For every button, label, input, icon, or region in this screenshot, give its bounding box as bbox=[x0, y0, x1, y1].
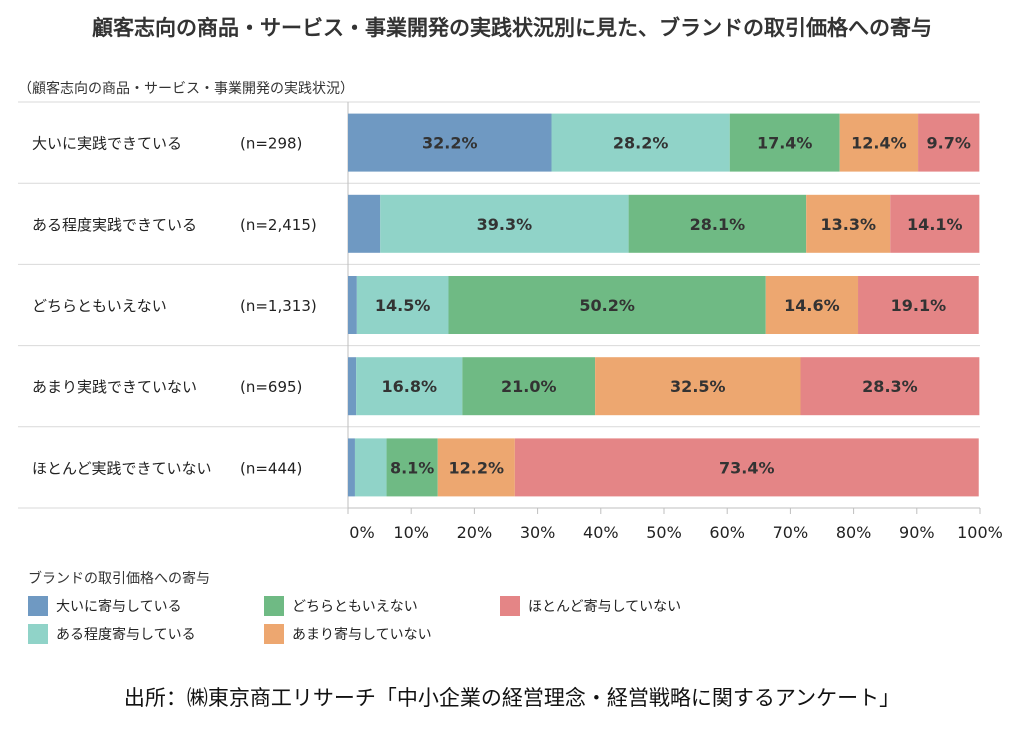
bar-segment bbox=[729, 113, 840, 172]
bar-segment bbox=[551, 113, 730, 172]
legend-item: ある程度寄与している bbox=[28, 624, 196, 644]
sample-size-label: (n=2,415) bbox=[240, 216, 317, 234]
x-tick-label: 10% bbox=[393, 523, 429, 542]
chart-title: 顧客志向の商品・サービス・事業開発の実践状況別に見た、ブランドの取引価格への寄与 bbox=[92, 16, 932, 40]
bar-segment bbox=[356, 357, 463, 416]
data-label: 8.1% bbox=[390, 458, 434, 477]
x-tick-label: 50% bbox=[646, 523, 682, 542]
data-label: 50.2% bbox=[579, 296, 635, 315]
legend-item: 大いに寄与している bbox=[28, 596, 182, 616]
legend-title: ブランドの取引価格への寄与 bbox=[28, 571, 210, 587]
sample-size-label: (n=1,313) bbox=[240, 297, 317, 315]
bar-segment bbox=[356, 276, 449, 334]
x-tick-label: 100% bbox=[957, 523, 1003, 542]
category-label: 大いに実践できている bbox=[32, 135, 182, 153]
bar-segment bbox=[386, 438, 438, 497]
legend-swatch bbox=[264, 596, 284, 616]
data-label: 19.1% bbox=[891, 296, 947, 315]
bar-segment bbox=[462, 357, 596, 416]
legend-label: ある程度寄与している bbox=[56, 627, 196, 643]
x-tick-label: 40% bbox=[583, 523, 619, 542]
bar-segment bbox=[348, 276, 357, 334]
stacked-bar-chart: 大いに実践できている (n=298) 32.2% 28.2% 17.4% 12.4% 9.7… bbox=[18, 101, 1003, 542]
sample-size-label: (n=444) bbox=[240, 459, 302, 477]
data-label: 14.1% bbox=[907, 215, 963, 234]
x-tick-label: 20% bbox=[457, 523, 493, 542]
x-tick-label: 90% bbox=[899, 523, 935, 542]
sample-size-label: (n=695) bbox=[240, 378, 302, 396]
legend-label: あまり寄与していない bbox=[292, 627, 432, 643]
data-label: 28.2% bbox=[613, 134, 669, 153]
bar-segment bbox=[348, 438, 355, 497]
bar-segment bbox=[858, 276, 979, 334]
data-label: 73.4% bbox=[719, 458, 775, 477]
bar-segment bbox=[839, 113, 919, 172]
bar-segment bbox=[800, 357, 980, 416]
legend-label: 大いに寄与している bbox=[56, 599, 182, 615]
x-tick-label: 0% bbox=[349, 523, 374, 542]
bar-segment bbox=[380, 194, 629, 253]
data-label: 28.3% bbox=[862, 377, 918, 396]
legend-swatch bbox=[28, 596, 48, 616]
category-label: あまり実践できていない bbox=[32, 378, 197, 396]
x-tick-label: 30% bbox=[520, 523, 556, 542]
legend-swatch bbox=[28, 624, 48, 644]
bar-segment bbox=[448, 276, 766, 334]
data-label: 39.3% bbox=[477, 215, 533, 234]
bar-segment bbox=[348, 113, 552, 172]
category-label: ある程度実践できている bbox=[32, 216, 197, 234]
data-label: 17.4% bbox=[757, 134, 813, 153]
category-label: ほとんど実践できていない bbox=[32, 459, 212, 477]
legend-label: どちらともいえない bbox=[292, 599, 418, 615]
bar-segment bbox=[806, 194, 891, 253]
sample-size-label: (n=298) bbox=[240, 135, 302, 153]
legend-item: あまり寄与していない bbox=[264, 624, 432, 644]
x-tick-label: 60% bbox=[709, 523, 745, 542]
data-label: 9.7% bbox=[927, 134, 971, 153]
bar-segment bbox=[348, 357, 357, 416]
source-note: 出所：㈱東京商工リサーチ「中小企業の経営理念・経営戦略に関するアンケート」 bbox=[123, 686, 901, 710]
legend-item: ほとんど寄与していない bbox=[500, 596, 681, 616]
bar-segment bbox=[628, 194, 807, 253]
data-label: 12.4% bbox=[851, 134, 907, 153]
bar-segment bbox=[765, 276, 859, 334]
data-label: 32.5% bbox=[670, 377, 726, 396]
legend-swatch bbox=[264, 624, 284, 644]
data-label: 14.6% bbox=[784, 296, 840, 315]
data-label: 13.3% bbox=[820, 215, 876, 234]
data-label: 28.1% bbox=[690, 215, 746, 234]
data-label: 21.0% bbox=[501, 377, 557, 396]
legend-swatch bbox=[500, 596, 520, 616]
x-tick-label: 80% bbox=[836, 523, 872, 542]
bar-segment bbox=[437, 438, 515, 497]
bar-segment bbox=[354, 438, 387, 497]
legend-label: ほとんど寄与していない bbox=[528, 599, 682, 615]
bar-segment bbox=[348, 194, 381, 253]
legend: ブランドの取引価格への寄与 大いに寄与している ある程度寄与している どちらともいえ… bbox=[28, 568, 748, 648]
data-label: 16.8% bbox=[382, 377, 438, 396]
legend-item: どちらともいえない bbox=[264, 596, 418, 616]
data-label: 14.5% bbox=[375, 296, 431, 315]
bar-segment bbox=[595, 357, 801, 416]
data-label: 12.2% bbox=[449, 458, 505, 477]
data-label: 32.2% bbox=[422, 134, 478, 153]
category-label: どちらともいえない bbox=[32, 297, 167, 315]
bar-segment bbox=[918, 113, 980, 172]
bar-segment bbox=[514, 438, 979, 497]
x-tick-label: 70% bbox=[773, 523, 809, 542]
chart-subtitle: （顧客志向の商品・サービス・事業開発の実践状況） bbox=[18, 81, 354, 97]
bar-segment bbox=[890, 194, 980, 253]
